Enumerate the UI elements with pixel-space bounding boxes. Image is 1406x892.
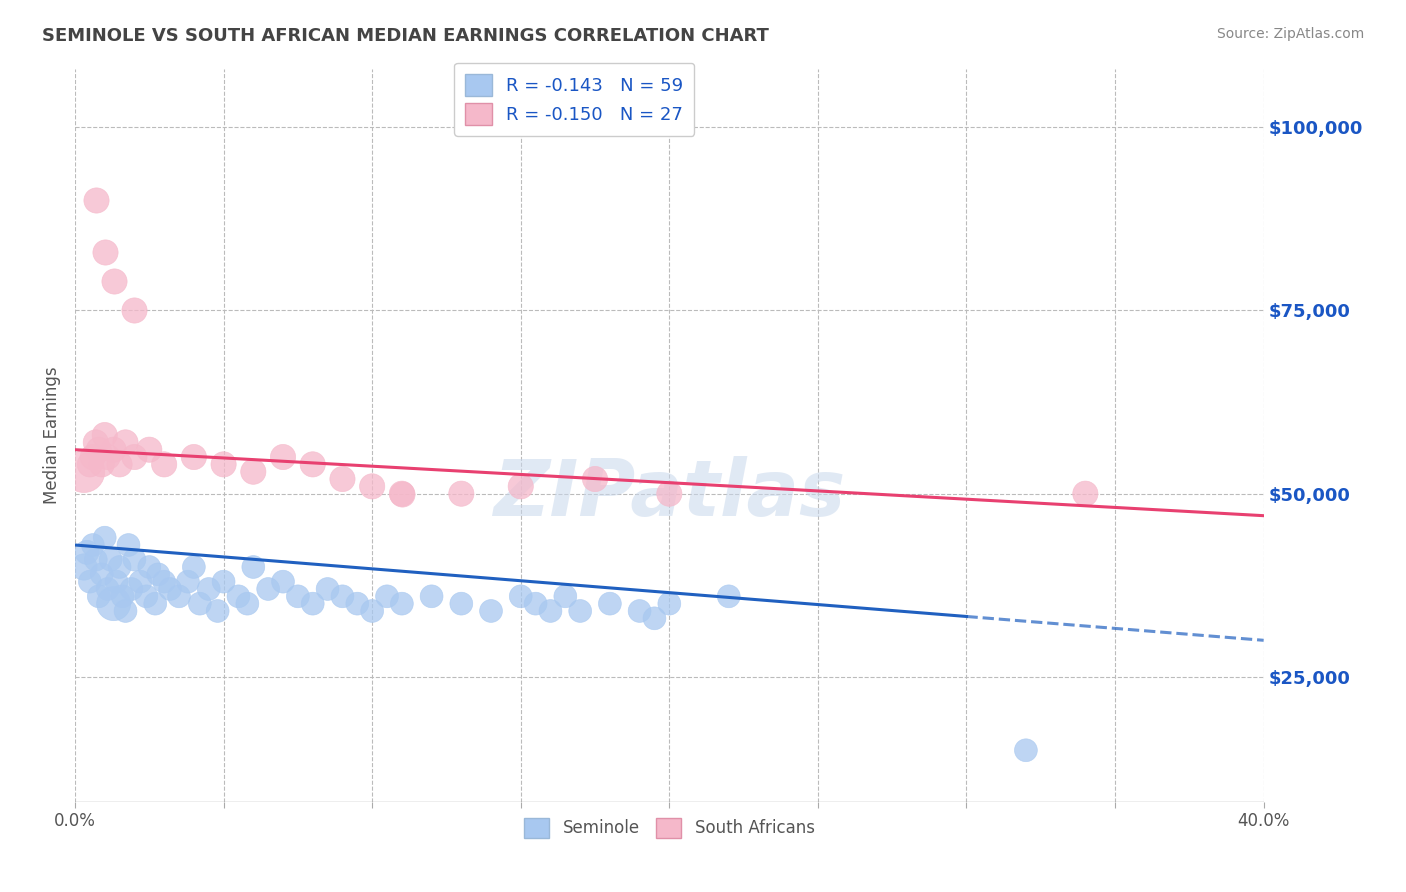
Point bbox=[361, 479, 384, 493]
Point bbox=[212, 574, 235, 589]
Text: ZIPatlas: ZIPatlas bbox=[494, 456, 845, 532]
Point bbox=[100, 552, 122, 566]
Point bbox=[346, 597, 368, 611]
Point bbox=[509, 590, 531, 604]
Point bbox=[84, 435, 107, 450]
Y-axis label: Median Earnings: Median Earnings bbox=[44, 367, 60, 504]
Point bbox=[105, 574, 128, 589]
Point bbox=[643, 611, 665, 625]
Point bbox=[76, 545, 98, 559]
Point bbox=[391, 597, 413, 611]
Point bbox=[177, 574, 200, 589]
Point bbox=[114, 435, 136, 450]
Point bbox=[103, 442, 125, 457]
Point bbox=[554, 590, 576, 604]
Point bbox=[97, 582, 120, 596]
Point bbox=[159, 582, 181, 596]
Text: Source: ZipAtlas.com: Source: ZipAtlas.com bbox=[1216, 27, 1364, 41]
Point bbox=[569, 604, 592, 618]
Point bbox=[93, 428, 115, 442]
Point bbox=[271, 450, 294, 464]
Point bbox=[391, 486, 413, 500]
Point bbox=[73, 560, 96, 574]
Point bbox=[73, 465, 96, 479]
Point bbox=[197, 582, 219, 596]
Point bbox=[1015, 743, 1038, 757]
Point bbox=[79, 574, 101, 589]
Point bbox=[479, 604, 502, 618]
Point bbox=[84, 552, 107, 566]
Point bbox=[124, 450, 146, 464]
Point bbox=[79, 458, 101, 472]
Point bbox=[87, 590, 110, 604]
Point bbox=[93, 244, 115, 259]
Point bbox=[420, 590, 443, 604]
Point bbox=[450, 597, 472, 611]
Point bbox=[658, 597, 681, 611]
Legend: Seminole, South Africans: Seminole, South Africans bbox=[517, 811, 821, 845]
Point bbox=[124, 303, 146, 318]
Point bbox=[167, 590, 190, 604]
Point bbox=[658, 486, 681, 500]
Point bbox=[121, 582, 143, 596]
Point bbox=[332, 472, 354, 486]
Point bbox=[148, 567, 170, 582]
Point bbox=[114, 604, 136, 618]
Point bbox=[361, 604, 384, 618]
Point bbox=[599, 597, 621, 611]
Point bbox=[90, 458, 112, 472]
Point bbox=[82, 450, 104, 464]
Point bbox=[84, 194, 107, 208]
Point bbox=[242, 465, 264, 479]
Point bbox=[450, 486, 472, 500]
Point bbox=[242, 560, 264, 574]
Point bbox=[540, 604, 562, 618]
Point bbox=[153, 574, 176, 589]
Point bbox=[183, 560, 205, 574]
Point bbox=[301, 597, 323, 611]
Point bbox=[90, 567, 112, 582]
Point bbox=[332, 590, 354, 604]
Point bbox=[97, 450, 120, 464]
Point bbox=[236, 597, 259, 611]
Point bbox=[228, 590, 250, 604]
Point bbox=[103, 597, 125, 611]
Point bbox=[135, 590, 157, 604]
Point bbox=[87, 442, 110, 457]
Text: SEMINOLE VS SOUTH AFRICAN MEDIAN EARNINGS CORRELATION CHART: SEMINOLE VS SOUTH AFRICAN MEDIAN EARNING… bbox=[42, 27, 769, 45]
Point bbox=[628, 604, 651, 618]
Point bbox=[108, 560, 131, 574]
Point bbox=[143, 597, 166, 611]
Point bbox=[212, 458, 235, 472]
Point bbox=[301, 458, 323, 472]
Point bbox=[117, 538, 139, 552]
Point bbox=[183, 450, 205, 464]
Point bbox=[271, 574, 294, 589]
Point bbox=[316, 582, 339, 596]
Point bbox=[391, 486, 413, 500]
Point bbox=[138, 442, 160, 457]
Point bbox=[111, 590, 134, 604]
Point bbox=[188, 597, 211, 611]
Point bbox=[1074, 486, 1097, 500]
Point bbox=[717, 590, 740, 604]
Point bbox=[138, 560, 160, 574]
Point bbox=[287, 590, 309, 604]
Point bbox=[257, 582, 280, 596]
Point bbox=[129, 574, 152, 589]
Point bbox=[375, 590, 398, 604]
Point bbox=[93, 531, 115, 545]
Point bbox=[207, 604, 229, 618]
Point bbox=[583, 472, 606, 486]
Point bbox=[524, 597, 547, 611]
Point bbox=[108, 458, 131, 472]
Point bbox=[124, 552, 146, 566]
Point bbox=[153, 458, 176, 472]
Point bbox=[82, 538, 104, 552]
Point bbox=[509, 479, 531, 493]
Point bbox=[103, 274, 125, 288]
